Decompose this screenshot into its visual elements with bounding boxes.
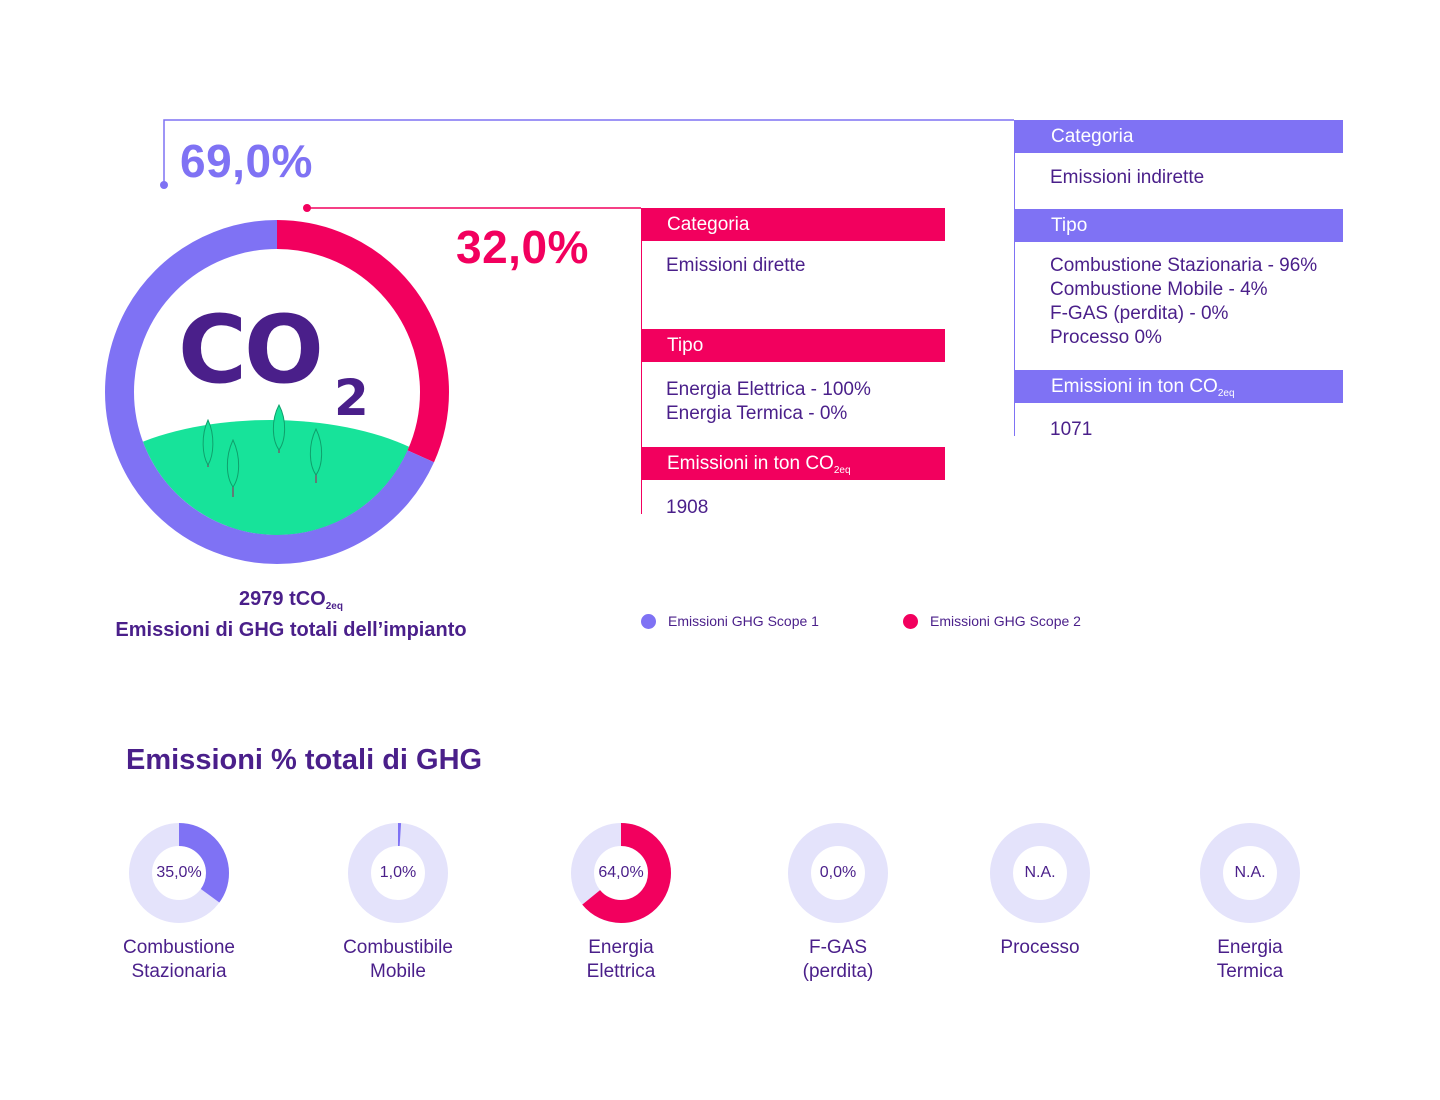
- donut-category-label: Energia Termica: [1216, 937, 1284, 982]
- scope2-tipo-line: Energia Elettrica - 100%: [666, 379, 871, 400]
- tree-icon: [309, 427, 323, 483]
- legend-item-scope2: Emissioni GHG Scope 2: [903, 613, 1081, 629]
- donut-value-label: N.A.: [1234, 864, 1266, 881]
- scope1-tipo-line: Processo 0%: [1050, 327, 1162, 348]
- donut-value-label: N.A.: [1024, 864, 1056, 881]
- scope1-categoria-value: Emissioni indirette: [1050, 167, 1205, 188]
- tree-icon: [202, 418, 214, 467]
- small-donut-chart: [1200, 823, 1300, 923]
- scope2-tipo-header: Tipo: [641, 329, 945, 362]
- small-donut: N.A.: [990, 823, 1090, 923]
- small-donut-chart: [348, 823, 448, 923]
- donut-track: [788, 823, 888, 923]
- scope2-tipo-line: Energia Termica - 0%: [666, 403, 848, 424]
- scope2-categoria-header: Categoria: [641, 208, 945, 241]
- legend-dot-scope1: [641, 613, 656, 629]
- scope1-connector: [160, 119, 1014, 189]
- scope1-tipo-line: Combustione Stazionaria - 96%: [1050, 255, 1318, 276]
- donut-value-label: 64,0%: [598, 864, 644, 881]
- donut-track: [1200, 823, 1300, 923]
- donut-segment-scope1: [105, 220, 449, 564]
- donut-value-label: 0,0%: [819, 864, 857, 881]
- donut-segment: [571, 823, 671, 923]
- legend-label-scope1: Emissioni GHG Scope 1: [668, 613, 819, 629]
- legend-item-scope1: Emissioni GHG Scope 1: [641, 613, 819, 629]
- tree-icon: [226, 438, 240, 497]
- scope1-emissioni-value: 1071: [1050, 419, 1093, 440]
- small-donut-chart: [788, 823, 888, 923]
- scope2-emissioni-header: Emissioni in ton CO2eq: [641, 447, 945, 480]
- small-donut-chart: [129, 823, 229, 923]
- small-donut: 35,0%: [129, 823, 229, 923]
- donut-segment: [129, 823, 229, 923]
- scope2-connector: [303, 204, 641, 212]
- scope1-tipo-line: Combustione Mobile - 4%: [1050, 279, 1268, 300]
- scope1-categoria-header: Categoria: [1014, 120, 1343, 153]
- tree-icon: [272, 403, 286, 453]
- scope1-percentage: 69,0%: [180, 135, 313, 187]
- donut-category-label: Combustione Stazionaria: [123, 937, 235, 982]
- small-donut: 1,0%: [348, 823, 448, 923]
- donut-category-label: Processo: [1000, 937, 1080, 958]
- scope2-emissioni-value: 1908: [666, 497, 709, 518]
- legend-label-scope2: Emissioni GHG Scope 2: [930, 613, 1081, 629]
- main-donut-chart: [105, 220, 449, 564]
- scope1-emissioni-header: Emissioni in ton CO2eq: [1014, 370, 1343, 403]
- donut-category-label: Energia Elettrica: [586, 937, 656, 982]
- donut-value-label: 35,0%: [156, 864, 202, 881]
- scope1-tipo-header: Tipo: [1014, 209, 1343, 242]
- small-donut: 64,0%: [571, 823, 671, 923]
- hill-illustration: [134, 403, 420, 535]
- total-emissions-value: 2979 tCO2eq: [239, 588, 343, 612]
- small-donut: 0,0%: [788, 823, 888, 923]
- scope1-panel-divider: [1014, 120, 1015, 436]
- total-emissions-label: Emissioni di GHG totali dell’impianto: [115, 619, 467, 641]
- donut-value-label: 1,0%: [379, 864, 417, 881]
- small-donut-chart: [990, 823, 1090, 923]
- donut-category-label: F-GAS (perdita): [802, 937, 874, 982]
- co2-main-text: CO: [178, 296, 324, 405]
- donut-track: [990, 823, 1090, 923]
- legend-dot-scope2: [903, 613, 918, 629]
- donut-segment: [348, 823, 448, 923]
- small-donut: N.A.: [1200, 823, 1300, 923]
- donut-category-label: Combustibile Mobile: [343, 937, 453, 982]
- co2-globe-icon: CO: [178, 296, 324, 406]
- small-donut-chart: [571, 823, 671, 923]
- section-title: Emissioni % totali di GHG: [126, 744, 483, 776]
- scope2-categoria-value: Emissioni dirette: [666, 255, 806, 276]
- co2-subscript: 2: [334, 369, 369, 427]
- scope2-percentage: 32,0%: [456, 221, 589, 273]
- scope1-tipo-line: F-GAS (perdita) - 0%: [1050, 303, 1229, 324]
